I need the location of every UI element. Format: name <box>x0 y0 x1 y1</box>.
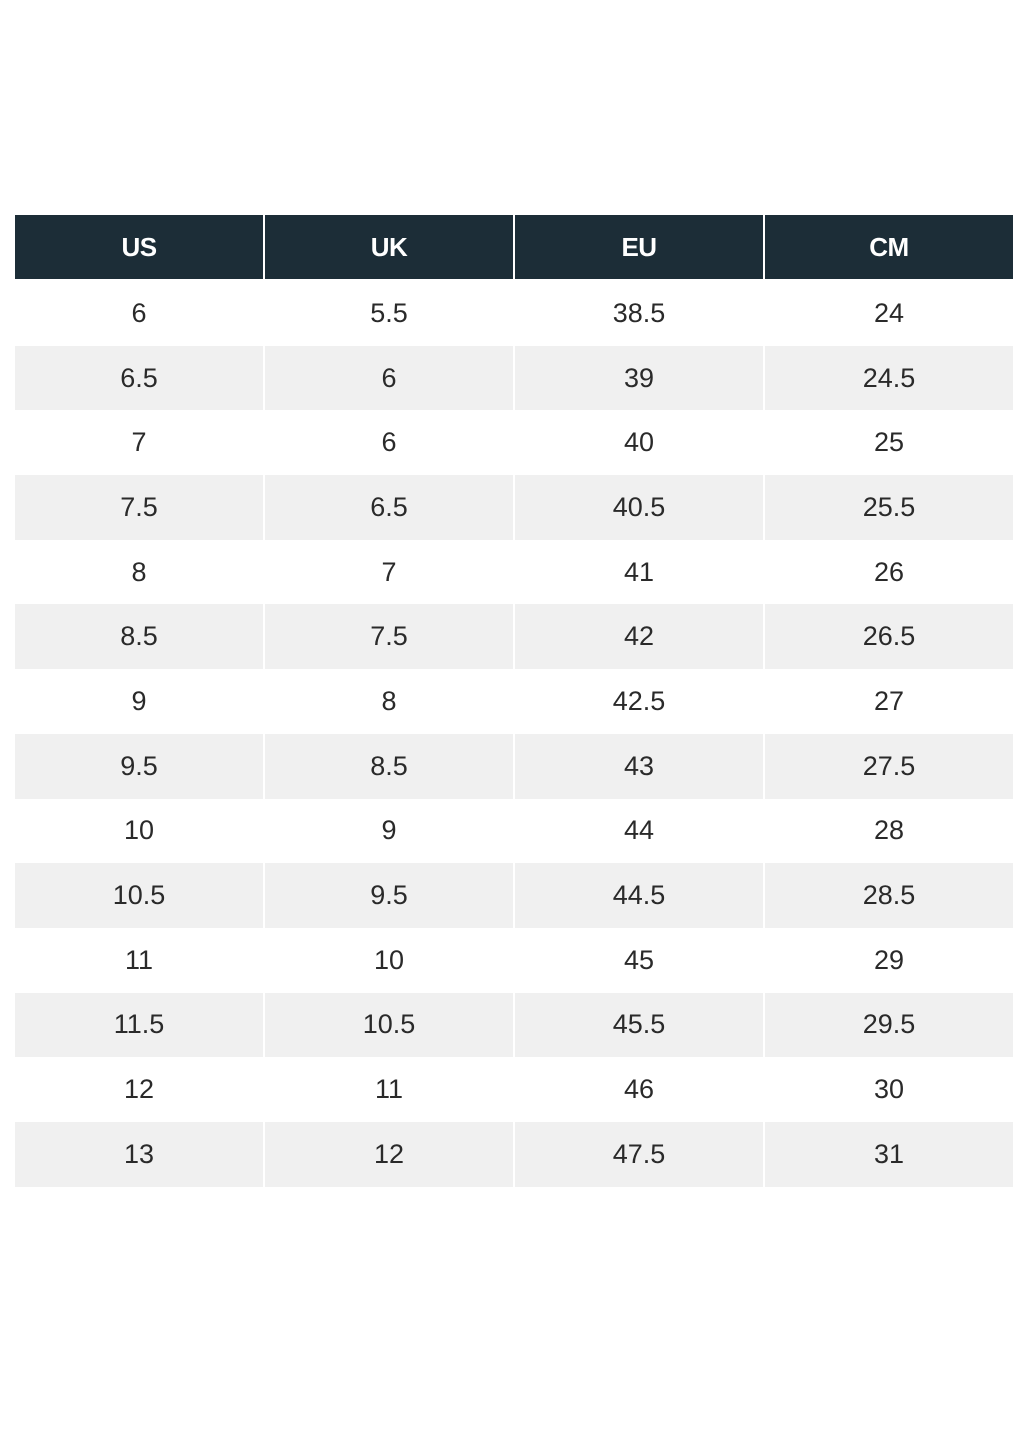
cell-us: 10.5 <box>15 863 263 928</box>
column-header-eu: EU <box>515 215 763 279</box>
table-row: 7 6 40 25 <box>15 410 1013 476</box>
table-row: 9.5 8.5 43 27.5 <box>15 733 1013 799</box>
cell-eu: 45 <box>515 927 763 993</box>
cell-eu: 42.5 <box>515 669 763 734</box>
table-row: 8.5 7.5 42 26.5 <box>15 604 1013 670</box>
cell-us: 10 <box>15 798 263 864</box>
cell-uk: 7 <box>265 539 513 605</box>
table-row: 9 8 42.5 27 <box>15 669 1013 734</box>
cell-cm: 31 <box>765 1121 1013 1187</box>
column-header-us: US <box>15 215 263 279</box>
cell-uk: 9.5 <box>265 863 513 928</box>
cell-us: 12 <box>15 1057 263 1122</box>
cell-eu: 41 <box>515 539 763 605</box>
cell-cm: 27 <box>765 669 1013 734</box>
cell-us: 7 <box>15 410 263 476</box>
size-chart-table: US UK EU CM 6 5.5 38.5 24 6.5 6 39 24.5 … <box>15 215 1013 1187</box>
cell-cm: 28.5 <box>765 863 1013 928</box>
table-row: 6 5.5 38.5 24 <box>15 281 1013 346</box>
table-row: 8 7 41 26 <box>15 539 1013 605</box>
cell-uk: 12 <box>265 1121 513 1187</box>
cell-us: 6.5 <box>15 345 263 411</box>
table-row: 12 11 46 30 <box>15 1057 1013 1122</box>
cell-uk: 5.5 <box>265 281 513 346</box>
cell-eu: 40.5 <box>515 475 763 540</box>
cell-cm: 24.5 <box>765 345 1013 411</box>
table-row: 6.5 6 39 24.5 <box>15 345 1013 411</box>
cell-uk: 6 <box>265 345 513 411</box>
cell-cm: 25.5 <box>765 475 1013 540</box>
table-row: 11.5 10.5 45.5 29.5 <box>15 992 1013 1058</box>
cell-cm: 30 <box>765 1057 1013 1122</box>
cell-eu: 47.5 <box>515 1121 763 1187</box>
table-row: 10.5 9.5 44.5 28.5 <box>15 863 1013 928</box>
table-body: 6 5.5 38.5 24 6.5 6 39 24.5 7 6 40 25 7.… <box>15 281 1013 1187</box>
cell-cm: 28 <box>765 798 1013 864</box>
cell-cm: 24 <box>765 281 1013 346</box>
cell-us: 7.5 <box>15 475 263 540</box>
cell-cm: 26 <box>765 539 1013 605</box>
column-header-uk: UK <box>265 215 513 279</box>
cell-uk: 6 <box>265 410 513 476</box>
cell-eu: 46 <box>515 1057 763 1122</box>
table-row: 13 12 47.5 31 <box>15 1121 1013 1187</box>
cell-eu: 38.5 <box>515 281 763 346</box>
cell-cm: 29 <box>765 927 1013 993</box>
cell-us: 11 <box>15 927 263 993</box>
cell-us: 9.5 <box>15 733 263 799</box>
cell-cm: 26.5 <box>765 604 1013 670</box>
cell-eu: 40 <box>515 410 763 476</box>
cell-cm: 25 <box>765 410 1013 476</box>
cell-eu: 44 <box>515 798 763 864</box>
cell-us: 8.5 <box>15 604 263 670</box>
cell-uk: 11 <box>265 1057 513 1122</box>
cell-uk: 7.5 <box>265 604 513 670</box>
cell-uk: 6.5 <box>265 475 513 540</box>
table-row: 10 9 44 28 <box>15 798 1013 864</box>
table-header-row: US UK EU CM <box>15 215 1013 279</box>
cell-uk: 10.5 <box>265 992 513 1058</box>
cell-us: 6 <box>15 281 263 346</box>
cell-eu: 44.5 <box>515 863 763 928</box>
column-header-cm: CM <box>765 215 1013 279</box>
cell-uk: 8 <box>265 669 513 734</box>
table-row: 7.5 6.5 40.5 25.5 <box>15 475 1013 540</box>
cell-eu: 39 <box>515 345 763 411</box>
cell-eu: 43 <box>515 733 763 799</box>
cell-eu: 42 <box>515 604 763 670</box>
cell-uk: 10 <box>265 927 513 993</box>
cell-cm: 27.5 <box>765 733 1013 799</box>
cell-eu: 45.5 <box>515 992 763 1058</box>
cell-uk: 8.5 <box>265 733 513 799</box>
table-row: 11 10 45 29 <box>15 927 1013 993</box>
cell-us: 8 <box>15 539 263 605</box>
cell-us: 13 <box>15 1121 263 1187</box>
cell-uk: 9 <box>265 798 513 864</box>
cell-us: 9 <box>15 669 263 734</box>
cell-us: 11.5 <box>15 992 263 1058</box>
cell-cm: 29.5 <box>765 992 1013 1058</box>
